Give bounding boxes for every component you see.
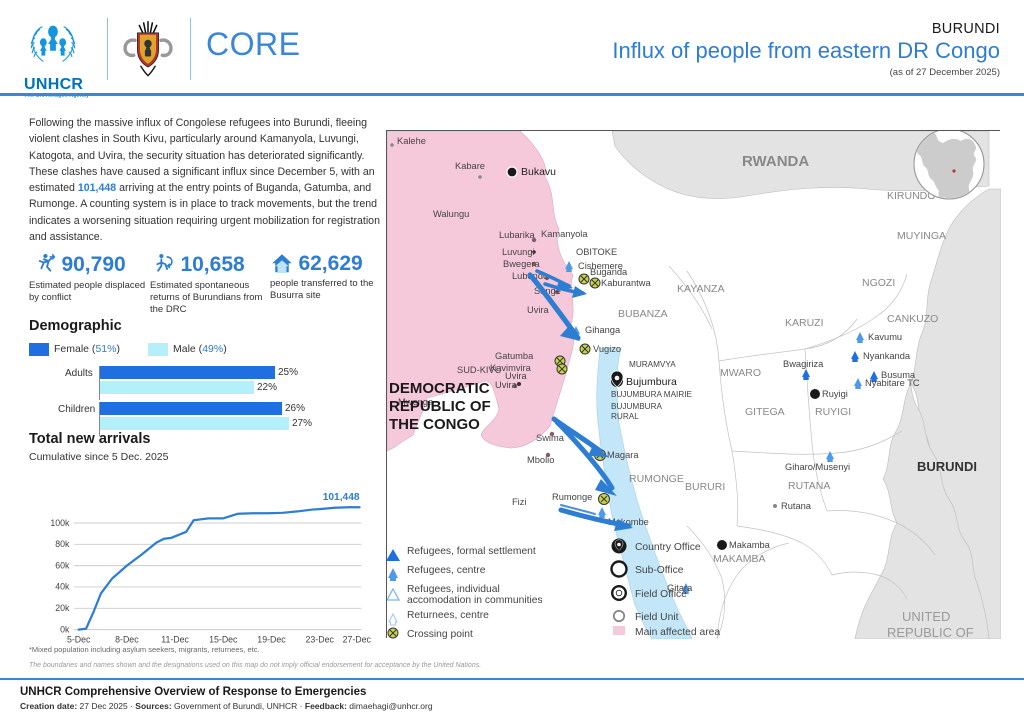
svg-text:8-Dec: 8-Dec <box>115 635 139 645</box>
svg-text:Fizi: Fizi <box>512 497 526 507</box>
svg-text:Walungu: Walungu <box>433 209 469 219</box>
svg-text:KAYANZA: KAYANZA <box>677 283 724 295</box>
svg-text:101,448: 101,448 <box>323 492 360 503</box>
svg-text:19-Dec: 19-Dec <box>257 635 286 645</box>
svg-text:80k: 80k <box>55 539 70 549</box>
svg-text:100k: 100k <box>50 518 70 528</box>
svg-text:23-Dec: 23-Dec <box>306 635 335 645</box>
svg-text:BUJUMBURA MAIRIE: BUJUMBURA MAIRIE <box>611 390 693 399</box>
svg-text:Country Office: Country Office <box>635 542 701 553</box>
svg-text:GITEGA: GITEGA <box>745 406 785 418</box>
svg-text:Vugizo: Vugizo <box>593 344 621 354</box>
svg-text:MURAMVYA: MURAMVYA <box>629 360 676 369</box>
svg-text:DEMOCRATIC: DEMOCRATIC <box>389 380 490 397</box>
svg-text:MWARO: MWARO <box>720 367 761 379</box>
svg-text:Kamanyola: Kamanyola <box>541 229 588 239</box>
svg-text:RWANDA: RWANDA <box>742 153 809 170</box>
svg-text:Field Office: Field Office <box>635 589 687 600</box>
svg-text:Gihanga: Gihanga <box>585 325 621 335</box>
svg-text:accomodation in communities: accomodation in communities <box>407 595 543 606</box>
svg-text:5-Dec: 5-Dec <box>67 635 91 645</box>
svg-text:REPUBLIC OF: REPUBLIC OF <box>887 625 974 639</box>
svg-text:REPUBLIC OF: REPUBLIC OF <box>389 398 491 415</box>
svg-text:27-Dec: 27-Dec <box>343 635 372 645</box>
svg-text:UNITED: UNITED <box>902 609 950 624</box>
svg-text:BUBANZA: BUBANZA <box>618 308 668 320</box>
svg-text:RURAL: RURAL <box>611 412 639 421</box>
svg-text:MAKAMBA: MAKAMBA <box>713 553 766 565</box>
svg-text:THE CONGO: THE CONGO <box>389 416 480 433</box>
svg-text:Main affected area: Main affected area <box>635 627 720 638</box>
svg-text:BUJUMBURA: BUJUMBURA <box>611 402 662 411</box>
svg-text:RUTANA: RUTANA <box>788 480 830 492</box>
svg-text:Nyabitare TC: Nyabitare TC <box>865 378 920 388</box>
svg-text:Kalehe: Kalehe <box>397 136 426 146</box>
svg-text:KARUZI: KARUZI <box>785 317 824 329</box>
svg-text:Crossing point: Crossing point <box>407 629 473 639</box>
svg-text:Sub-Office: Sub-Office <box>635 565 684 576</box>
svg-text:Magara: Magara <box>607 450 639 460</box>
svg-text:Bwegera: Bwegera <box>503 259 541 269</box>
svg-text:CANKUZO: CANKUZO <box>887 313 938 325</box>
svg-text:RUMONGE: RUMONGE <box>629 473 684 485</box>
svg-text:RUYIGI: RUYIGI <box>815 406 851 418</box>
svg-text:Refugees, centre: Refugees, centre <box>407 565 486 576</box>
svg-text:20k: 20k <box>55 603 70 613</box>
svg-text:Bujumbura: Bujumbura <box>626 376 677 388</box>
svg-text:0k: 0k <box>60 624 70 634</box>
svg-text:SUD-KIVU: SUD-KIVU <box>457 365 501 375</box>
svg-text:BURUNDI: BURUNDI <box>917 459 977 474</box>
svg-text:Lubarika: Lubarika <box>499 230 535 240</box>
svg-text:Nyankanda: Nyankanda <box>863 351 911 361</box>
svg-text:40k: 40k <box>55 582 70 592</box>
svg-text:Kabare: Kabare <box>455 161 485 171</box>
svg-text:Bwagiriza: Bwagiriza <box>783 359 824 369</box>
svg-text:Bukavu: Bukavu <box>521 166 556 178</box>
svg-text:Refugees, formal settlement: Refugees, formal settlement <box>407 546 536 557</box>
svg-text:Makamba: Makamba <box>729 540 771 550</box>
svg-text:Kavumu: Kavumu <box>868 332 902 342</box>
svg-text:Gatumba: Gatumba <box>495 351 534 361</box>
svg-text:Luvungi: Luvungi <box>502 247 535 257</box>
svg-text:15-Dec: 15-Dec <box>209 635 238 645</box>
svg-text:Rumonge: Rumonge <box>552 492 592 502</box>
svg-text:Mbolio: Mbolio <box>527 455 554 465</box>
svg-text:Field Unit: Field Unit <box>635 612 679 623</box>
svg-text:Uvira: Uvira <box>527 305 550 315</box>
svg-text:MUYINGA: MUYINGA <box>897 230 946 242</box>
svg-text:BURURI: BURURI <box>685 481 725 493</box>
svg-text:11-Dec: 11-Dec <box>161 635 189 645</box>
svg-text:Ruyigi: Ruyigi <box>822 389 848 399</box>
svg-text:NGOZI: NGOZI <box>862 277 895 289</box>
svg-text:OBITOKE: OBITOKE <box>576 247 617 257</box>
svg-text:Kaburantwa: Kaburantwa <box>601 278 651 288</box>
svg-text:Refugees, individual: Refugees, individual <box>407 584 500 595</box>
svg-text:60k: 60k <box>55 560 70 570</box>
svg-text:Rutana: Rutana <box>781 501 812 511</box>
svg-text:Giharo/Musenyi: Giharo/Musenyi <box>785 462 850 472</box>
svg-text:Uvira: Uvira <box>495 380 518 390</box>
svg-text:Returnees, centre: Returnees, centre <box>407 610 489 621</box>
svg-text:Buganda: Buganda <box>590 267 628 277</box>
